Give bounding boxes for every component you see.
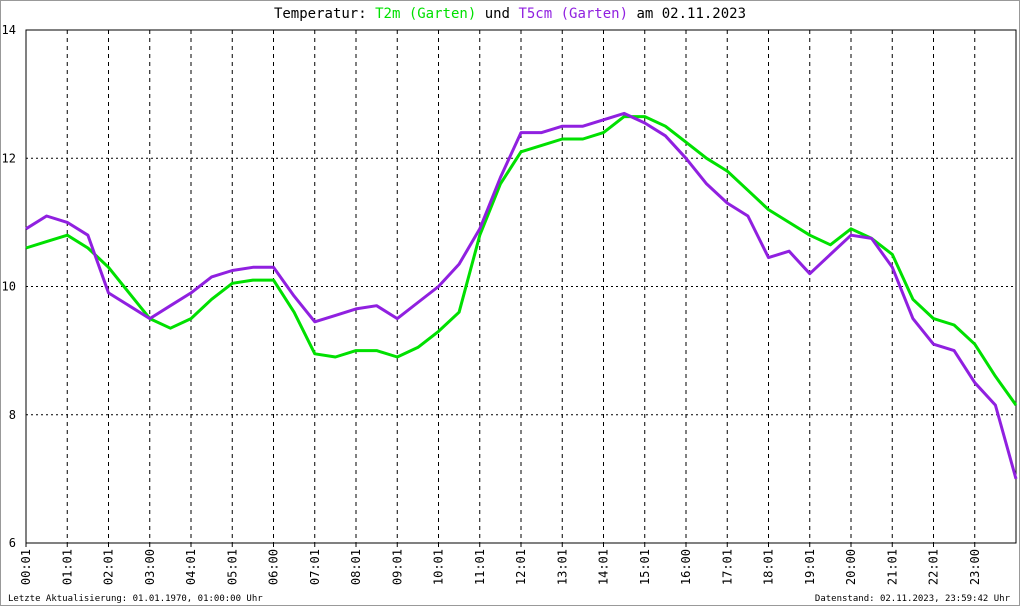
x-tick-label: 00:01 xyxy=(19,549,33,585)
x-tick-label: 08:01 xyxy=(349,549,363,585)
footer-left: Letzte Aktualisierung: 01.01.1970, 01:00… xyxy=(8,594,263,604)
y-tick-label: 10 xyxy=(2,280,16,294)
x-tick-label: 23:00 xyxy=(968,549,982,585)
x-tick-label: 07:01 xyxy=(308,549,322,585)
x-tick-label: 05:01 xyxy=(225,549,239,585)
title-join: und xyxy=(485,6,510,22)
y-tick-label: 8 xyxy=(9,408,16,422)
x-tick-label: 16:00 xyxy=(679,549,693,585)
y-tick-label: 14 xyxy=(2,23,16,37)
legend-entry: T2m (Garten) xyxy=(375,6,476,22)
x-tick-label: 19:01 xyxy=(803,549,817,585)
series-line xyxy=(25,111,1018,480)
x-tick-label: 15:01 xyxy=(638,549,652,585)
legend-entry: T5cm (Garten) xyxy=(518,6,628,22)
x-tick-label: 10:01 xyxy=(432,549,446,585)
x-tick-label: 12:01 xyxy=(514,549,528,585)
x-tick-label: 14:01 xyxy=(597,549,611,585)
x-tick-label: 02:01 xyxy=(102,549,116,585)
x-tick-label: 04:01 xyxy=(184,549,198,585)
x-tick-label: 09:01 xyxy=(390,549,404,585)
x-tick-label: 11:01 xyxy=(473,549,487,585)
x-tick-label: 03:00 xyxy=(143,549,157,585)
x-tick-label: 01:01 xyxy=(60,549,74,585)
plot-border xyxy=(25,29,1017,544)
title-prefix: Temperatur: xyxy=(274,6,367,22)
title-suffix: am 02.11.2023 xyxy=(636,6,746,22)
x-tick-label: 22:01 xyxy=(927,549,941,585)
y-tick-label: 12 xyxy=(2,151,16,165)
y-tick-label: 6 xyxy=(9,536,16,550)
x-tick-label: 17:01 xyxy=(720,549,734,585)
series-line xyxy=(25,115,1018,406)
x-tick-label: 20:00 xyxy=(844,549,858,585)
x-tick-label: 18:01 xyxy=(762,549,776,585)
x-tick-label: 21:01 xyxy=(885,549,899,585)
x-tick-label: 06:00 xyxy=(267,549,281,585)
footer-right: Datenstand: 02.11.2023, 23:59:42 Uhr xyxy=(815,594,1011,604)
x-tick-label: 13:01 xyxy=(555,549,569,585)
chart-title: Temperatur: T2m (Garten) und T5cm (Garte… xyxy=(274,6,746,22)
